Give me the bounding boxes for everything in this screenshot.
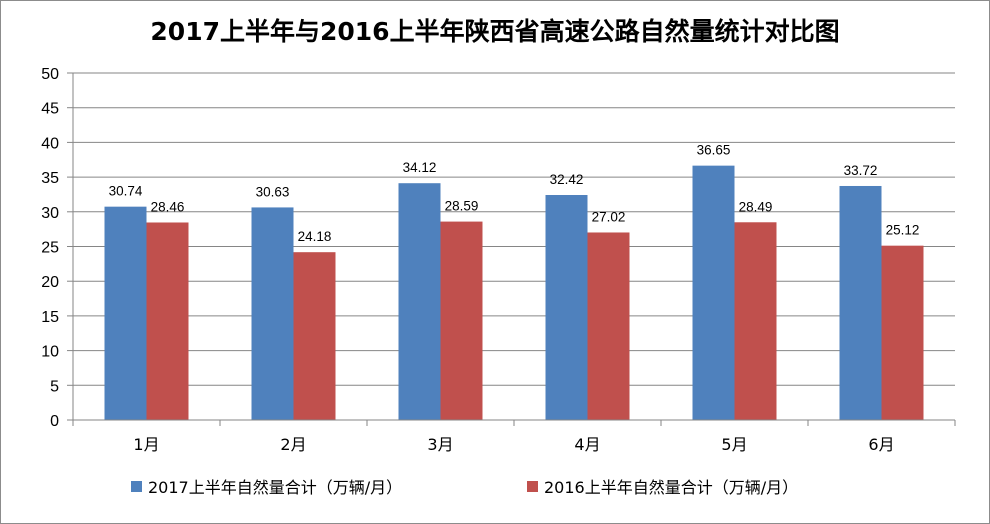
bar	[545, 195, 588, 420]
y-tick-label: 20	[41, 274, 59, 291]
bar	[398, 183, 441, 420]
data-label: 32.42	[550, 172, 584, 187]
y-tick-label: 50	[41, 66, 59, 83]
chart-title: 2017上半年与2016上半年陕西省高速公路自然量统计对比图	[150, 17, 840, 46]
y-tick-label: 40	[41, 135, 59, 152]
bar	[734, 222, 777, 420]
legend-label-2017: 2017上半年自然量合计（万辆/月）	[148, 478, 403, 497]
category-label: 3月	[427, 435, 453, 454]
labels: 0 5 10 15 20 25 30 35 40 45 50 30.74 28.46 1月 30.63 24.…	[41, 66, 919, 454]
category-label: 5月	[721, 435, 747, 454]
bar	[440, 221, 483, 420]
bar	[251, 207, 294, 420]
y-tick-label: 35	[41, 170, 59, 187]
category-label: 4月	[574, 435, 600, 454]
category-label: 1月	[133, 435, 159, 454]
data-label: 27.02	[592, 209, 626, 224]
bar	[146, 222, 189, 420]
bar	[881, 245, 924, 420]
bar	[104, 206, 147, 420]
bar	[587, 232, 630, 420]
bar	[293, 252, 336, 420]
data-label: 25.12	[886, 223, 920, 238]
data-label: 28.59	[445, 199, 479, 214]
y-tick-label: 0	[50, 413, 59, 430]
data-label: 33.72	[844, 163, 878, 178]
data-label: 24.18	[298, 229, 332, 244]
bar	[692, 165, 735, 420]
bars	[104, 165, 924, 420]
legend-swatch-2016	[527, 480, 538, 492]
legend-label-2016: 2016上半年自然量合计（万辆/月）	[544, 478, 799, 497]
legend-item-2016: 2016上半年自然量合计（万辆/月）	[527, 474, 798, 498]
y-tick-label: 25	[41, 240, 59, 257]
y-tick-label: 30	[41, 205, 59, 222]
y-tick-label: 5	[50, 378, 59, 395]
data-label: 28.46	[151, 199, 185, 214]
data-label: 36.65	[697, 143, 731, 158]
legend-item-2017: 2017上半年自然量合计（万辆/月）	[131, 474, 402, 498]
category-label: 2月	[280, 435, 306, 454]
data-label: 30.63	[256, 184, 290, 199]
y-tick-label: 10	[41, 344, 59, 361]
axes	[67, 72, 956, 426]
bar	[839, 185, 882, 420]
category-label: 6月	[868, 435, 894, 454]
legend-swatch-2017	[131, 480, 142, 492]
data-label: 28.49	[739, 199, 773, 214]
data-label: 30.74	[109, 184, 143, 199]
legend: 2017上半年自然量合计（万辆/月） 2016上半年自然量合计（万辆/月）	[0, 474, 990, 498]
y-tick-label: 45	[41, 101, 59, 118]
y-tick-label: 15	[41, 309, 59, 326]
gridlines	[73, 72, 955, 386]
data-label: 34.12	[403, 160, 437, 175]
